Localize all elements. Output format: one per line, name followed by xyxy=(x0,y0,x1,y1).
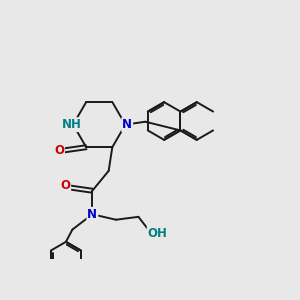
Text: OH: OH xyxy=(148,226,167,240)
Text: O: O xyxy=(54,144,64,158)
Text: NH: NH xyxy=(61,118,81,131)
Text: N: N xyxy=(87,208,98,221)
Text: O: O xyxy=(60,179,70,192)
Text: N: N xyxy=(122,118,132,131)
